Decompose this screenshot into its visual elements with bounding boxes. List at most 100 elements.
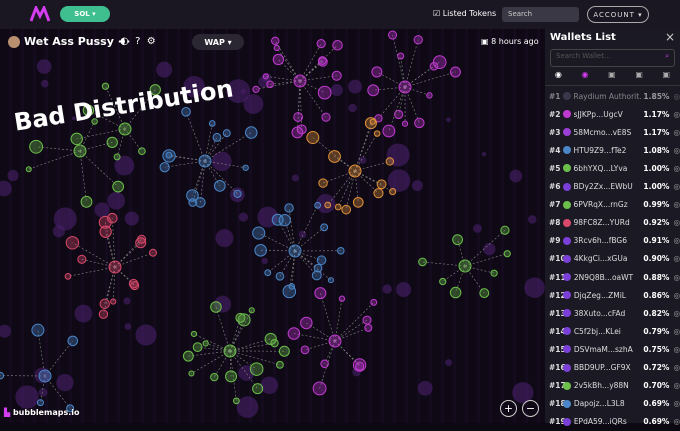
bubble (445, 359, 452, 366)
listed-tokens[interactable]: ☑ Listed Tokens (433, 9, 496, 18)
bubble (528, 215, 537, 224)
bubble (26, 167, 31, 172)
bubble (263, 74, 268, 79)
bubble (37, 59, 52, 74)
bubble (288, 328, 300, 340)
bubble (335, 204, 341, 210)
wallet-rank: #11 (545, 273, 563, 282)
bubble (250, 363, 263, 376)
logo[interactable] (30, 6, 50, 22)
link (45, 341, 73, 376)
wallet-percent: 0.75% (642, 345, 669, 354)
bubble (315, 202, 321, 208)
bubble (322, 113, 330, 121)
zoom-in[interactable]: + (500, 400, 517, 417)
wallet-address: 58Mcmo...vE8S (574, 128, 643, 137)
visibility-icon: ◎ (673, 200, 680, 209)
wallet-percent: 0.79% (642, 327, 669, 336)
search-box[interactable]: Search (502, 7, 579, 22)
hub-bubble (399, 81, 411, 93)
bubble (246, 127, 258, 139)
hub-bubble (109, 261, 121, 273)
wallet-color (563, 382, 571, 390)
bubble (446, 117, 451, 122)
wallet-color (563, 219, 571, 227)
toolbar-icons[interactable]: ◐ ? ⚙ (120, 36, 156, 47)
hub-bubble (329, 335, 341, 347)
link (393, 35, 405, 87)
bubble (272, 37, 279, 44)
bubble (382, 284, 391, 293)
wallet-percent: 0.92% (642, 218, 669, 227)
bubble (65, 274, 71, 280)
search-placeholder: Search (508, 10, 532, 18)
bubble (239, 213, 248, 222)
bubble (135, 324, 156, 345)
hub-bubble (224, 345, 236, 357)
bubble (0, 372, 4, 379)
close-button[interactable]: × (665, 30, 675, 44)
bubble (337, 247, 344, 254)
bubble (317, 40, 325, 48)
bubble (329, 151, 341, 163)
bubble (53, 225, 65, 237)
bubble (390, 188, 396, 194)
wallet-address: Dapojz...L3L8 (574, 399, 642, 408)
bubble (273, 54, 283, 64)
bubble (107, 192, 125, 210)
bubble (321, 224, 328, 231)
link (355, 123, 371, 171)
bubble (102, 83, 108, 89)
bubble (333, 40, 343, 50)
bubble (66, 237, 78, 249)
bubble (15, 385, 38, 408)
bubble (108, 213, 118, 223)
zoom-out[interactable]: − (522, 400, 539, 417)
bubble (342, 205, 351, 214)
bubble (261, 377, 279, 395)
bubble (37, 400, 43, 406)
filter-tabs[interactable]: ◉◉▣▣▣ (545, 70, 680, 86)
bubble (292, 127, 303, 138)
bubble (348, 80, 362, 94)
wallet-color (563, 110, 571, 118)
wallet-rank: #16 (545, 363, 563, 372)
wallet-color (563, 146, 571, 154)
symbol-button[interactable]: WAP ▾ (192, 34, 244, 50)
bubble (279, 346, 289, 356)
bubble (418, 381, 433, 396)
bubble (150, 249, 157, 256)
wallet-percent: 1.17% (642, 128, 669, 137)
wallet-search[interactable]: Search Wallet...⌕ (550, 49, 675, 67)
visibility-icon: ◎ (673, 182, 680, 191)
bubble (78, 255, 86, 263)
chain-button[interactable]: SOL ▾ (60, 6, 110, 22)
bubble (415, 118, 424, 127)
bubble (124, 323, 131, 330)
bubble (482, 152, 486, 156)
bubble (249, 308, 254, 313)
bubble (253, 86, 259, 92)
account-button[interactable]: ACCOUNT ▾ (587, 6, 649, 23)
bubble (383, 125, 395, 137)
